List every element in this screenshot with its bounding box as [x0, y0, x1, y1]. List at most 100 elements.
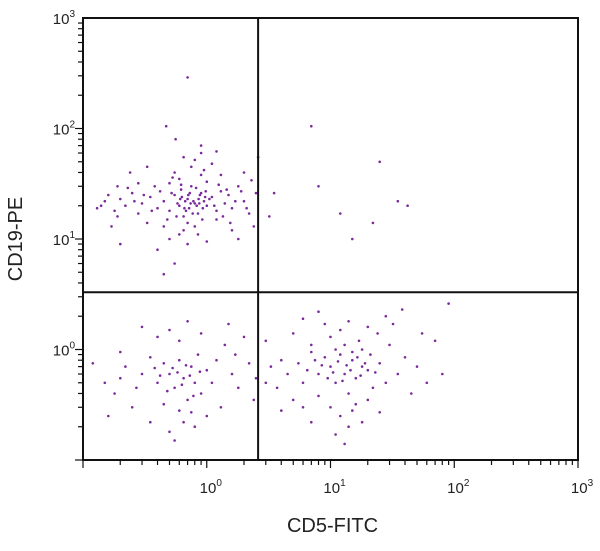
- data-point: [174, 137, 177, 141]
- data-point: [186, 221, 189, 225]
- data-point: [237, 386, 240, 390]
- data-point: [374, 371, 377, 374]
- data-point: [199, 332, 203, 335]
- data-point: [178, 177, 181, 181]
- data-point: [351, 358, 354, 362]
- data-point: [210, 381, 214, 385]
- data-point: [195, 204, 198, 207]
- data-point: [369, 353, 372, 356]
- data-point: [215, 209, 218, 213]
- data-point: [171, 366, 174, 370]
- data-point: [168, 209, 171, 213]
- data-point: [230, 229, 234, 232]
- data-point: [317, 372, 320, 376]
- data-point: [186, 197, 189, 201]
- data-point: [301, 381, 305, 385]
- data-point: [205, 204, 209, 207]
- data-point: [142, 193, 146, 197]
- data-point: [168, 372, 171, 376]
- data-point: [182, 420, 185, 424]
- data-point: [202, 168, 206, 172]
- data-point: [179, 183, 183, 186]
- data-point: [356, 356, 359, 359]
- data-point: [351, 409, 354, 412]
- data-point: [95, 206, 99, 210]
- data-point: [183, 206, 186, 210]
- data-point: [360, 365, 364, 368]
- data-point: [234, 199, 237, 203]
- data-point: [193, 225, 197, 228]
- data-point: [366, 325, 370, 329]
- y-tick-label-base: 10: [53, 11, 70, 28]
- data-point: [254, 376, 258, 380]
- data-point: [349, 368, 352, 372]
- data-point: [326, 376, 330, 380]
- data-point: [119, 350, 122, 354]
- data-point: [359, 374, 362, 377]
- data-point: [334, 381, 337, 385]
- data-point: [130, 406, 134, 409]
- data-point: [182, 376, 185, 380]
- data-point: [205, 368, 209, 372]
- data-point: [223, 202, 227, 205]
- data-point: [130, 191, 134, 195]
- data-point: [306, 368, 309, 372]
- data-point: [188, 374, 192, 377]
- data-point: [310, 420, 313, 424]
- data-point: [193, 425, 197, 429]
- data-point: [198, 370, 202, 374]
- data-point: [162, 362, 166, 365]
- data-point: [145, 221, 149, 225]
- data-point: [168, 430, 171, 434]
- data-point: [153, 366, 156, 370]
- data-point: [201, 206, 205, 210]
- data-point: [237, 237, 240, 241]
- data-point: [215, 358, 218, 362]
- data-point: [420, 332, 424, 335]
- data-point: [175, 215, 178, 218]
- data-point: [173, 193, 176, 197]
- data-point: [391, 322, 395, 326]
- data-point: [245, 206, 248, 210]
- data-point: [113, 392, 116, 395]
- data-point: [193, 202, 197, 205]
- data-point: [116, 185, 119, 188]
- y-tick-label: 102: [53, 120, 76, 139]
- data-point: [173, 386, 176, 390]
- data-point: [194, 186, 198, 190]
- data-point: [187, 193, 190, 197]
- data-point: [223, 343, 227, 347]
- data-point: [162, 272, 166, 276]
- data-point: [191, 212, 194, 215]
- data-point: [351, 350, 354, 354]
- data-point: [410, 392, 413, 395]
- x-tick-label-exponent: 1: [340, 478, 346, 489]
- data-point: [363, 362, 367, 365]
- data-point: [313, 358, 317, 362]
- data-points: [91, 76, 450, 446]
- data-point: [227, 193, 230, 197]
- data-point: [215, 218, 218, 221]
- data-point: [178, 233, 181, 236]
- data-point: [170, 191, 173, 195]
- data-point: [202, 199, 206, 203]
- data-point: [149, 195, 152, 199]
- data-point: [116, 215, 119, 218]
- data-point: [180, 383, 184, 387]
- data-point: [190, 185, 193, 188]
- data-point: [196, 233, 200, 236]
- data-point: [247, 212, 251, 215]
- y-axis-title: CD19-PE: [5, 197, 27, 281]
- data-point: [199, 151, 203, 155]
- data-point: [137, 212, 140, 215]
- data-point: [219, 190, 223, 193]
- data-point: [310, 350, 313, 354]
- data-point: [178, 339, 181, 343]
- data-point: [247, 362, 251, 365]
- data-point: [388, 343, 391, 347]
- data-point: [366, 398, 370, 402]
- data-point: [329, 365, 332, 368]
- data-point: [343, 343, 346, 347]
- x-tick-label-exponent: 2: [464, 478, 470, 489]
- data-point: [323, 322, 327, 326]
